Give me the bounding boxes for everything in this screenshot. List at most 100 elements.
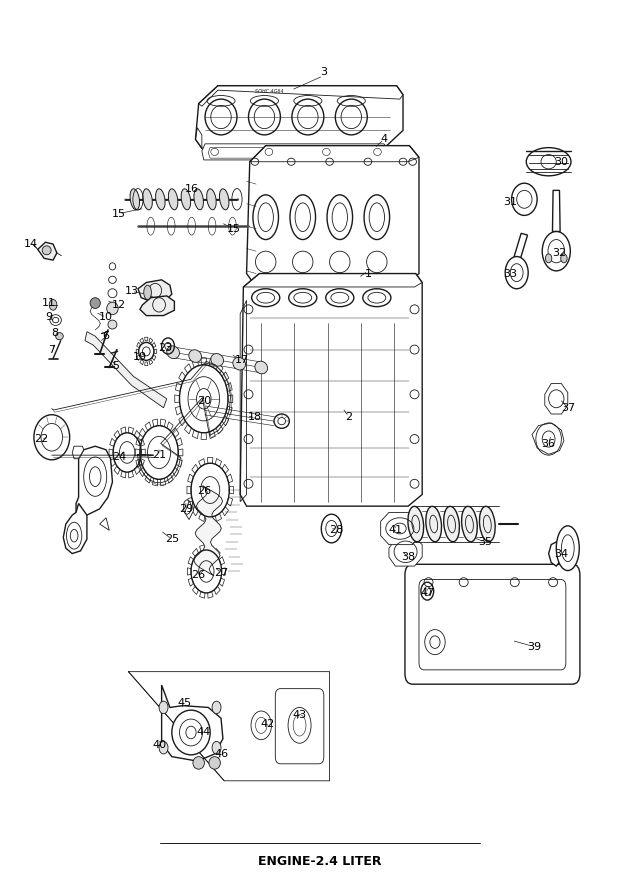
Polygon shape — [389, 538, 422, 566]
Text: 8: 8 — [51, 329, 58, 339]
FancyBboxPatch shape — [275, 689, 324, 763]
Polygon shape — [194, 486, 223, 576]
Ellipse shape — [49, 299, 57, 310]
Ellipse shape — [426, 506, 442, 542]
Polygon shape — [381, 513, 419, 545]
Text: ENGINE-2.4 LITER: ENGINE-2.4 LITER — [259, 855, 381, 868]
Ellipse shape — [189, 349, 202, 362]
Ellipse shape — [172, 711, 210, 754]
Text: 46: 46 — [214, 749, 228, 759]
Text: 29: 29 — [179, 504, 193, 513]
Text: 38: 38 — [401, 552, 415, 562]
Ellipse shape — [167, 346, 179, 358]
Ellipse shape — [193, 756, 204, 769]
Text: 41: 41 — [388, 525, 403, 535]
Ellipse shape — [444, 506, 460, 542]
Text: 22: 22 — [34, 434, 48, 444]
Ellipse shape — [511, 183, 537, 215]
Text: 1: 1 — [364, 269, 371, 279]
Text: 40: 40 — [152, 740, 166, 750]
Text: 35: 35 — [478, 537, 492, 547]
Ellipse shape — [181, 189, 191, 210]
Text: 33: 33 — [503, 270, 517, 280]
Polygon shape — [63, 504, 87, 554]
Polygon shape — [138, 280, 172, 302]
Text: 21: 21 — [152, 450, 166, 461]
Polygon shape — [162, 685, 223, 761]
Text: 30: 30 — [554, 157, 568, 167]
Polygon shape — [514, 233, 527, 258]
Ellipse shape — [107, 302, 118, 314]
FancyBboxPatch shape — [405, 564, 580, 685]
Polygon shape — [545, 383, 568, 414]
Ellipse shape — [156, 189, 165, 210]
Text: 39: 39 — [527, 642, 541, 651]
Polygon shape — [246, 146, 419, 287]
Ellipse shape — [143, 189, 152, 210]
Ellipse shape — [545, 254, 552, 263]
Polygon shape — [532, 423, 564, 454]
Text: 5: 5 — [112, 361, 119, 371]
Text: 9: 9 — [45, 313, 52, 323]
Text: 42: 42 — [260, 719, 275, 728]
Ellipse shape — [479, 506, 495, 542]
Polygon shape — [552, 190, 560, 231]
Text: 26: 26 — [191, 570, 205, 580]
Ellipse shape — [108, 320, 117, 329]
Text: 36: 36 — [541, 438, 556, 449]
Ellipse shape — [233, 358, 246, 370]
Polygon shape — [38, 242, 57, 260]
Text: 18: 18 — [248, 411, 262, 422]
Text: 44: 44 — [196, 728, 211, 737]
Ellipse shape — [207, 189, 216, 210]
Ellipse shape — [505, 256, 528, 289]
Ellipse shape — [461, 506, 477, 542]
Ellipse shape — [251, 711, 271, 739]
Ellipse shape — [274, 414, 289, 428]
Text: 31: 31 — [503, 197, 517, 207]
Ellipse shape — [144, 285, 152, 299]
Ellipse shape — [168, 189, 178, 210]
Text: 19: 19 — [133, 352, 147, 362]
Ellipse shape — [159, 741, 168, 754]
Text: 34: 34 — [554, 548, 568, 558]
Text: 4: 4 — [380, 134, 387, 144]
Text: 15: 15 — [227, 224, 241, 234]
Polygon shape — [240, 273, 422, 506]
Ellipse shape — [209, 756, 220, 769]
Ellipse shape — [56, 332, 63, 340]
Text: 37: 37 — [561, 402, 575, 413]
Polygon shape — [140, 296, 174, 315]
Ellipse shape — [42, 246, 51, 254]
Text: 7: 7 — [48, 345, 55, 355]
Text: 26: 26 — [196, 486, 211, 496]
Ellipse shape — [556, 526, 579, 571]
Ellipse shape — [194, 189, 204, 210]
Ellipse shape — [526, 148, 571, 176]
Polygon shape — [76, 446, 113, 515]
Polygon shape — [85, 332, 167, 408]
Text: 23: 23 — [158, 343, 173, 353]
Text: 11: 11 — [42, 298, 56, 308]
Text: 10: 10 — [99, 313, 113, 323]
Ellipse shape — [408, 506, 424, 542]
Text: 43: 43 — [292, 710, 307, 719]
Ellipse shape — [220, 189, 229, 210]
Text: 25: 25 — [164, 534, 179, 544]
Text: 12: 12 — [112, 300, 126, 310]
Ellipse shape — [159, 702, 168, 714]
Ellipse shape — [542, 231, 570, 271]
Text: 14: 14 — [24, 239, 38, 249]
Ellipse shape — [90, 297, 100, 308]
Text: 32: 32 — [552, 248, 566, 258]
Text: 24: 24 — [112, 452, 126, 462]
Ellipse shape — [130, 189, 140, 210]
Text: 3: 3 — [320, 67, 326, 77]
Ellipse shape — [212, 741, 221, 754]
Text: 45: 45 — [177, 698, 191, 708]
Text: 17: 17 — [235, 356, 249, 366]
Polygon shape — [184, 502, 193, 520]
Text: 16: 16 — [185, 184, 199, 194]
Polygon shape — [548, 542, 561, 566]
Text: 13: 13 — [125, 287, 139, 297]
